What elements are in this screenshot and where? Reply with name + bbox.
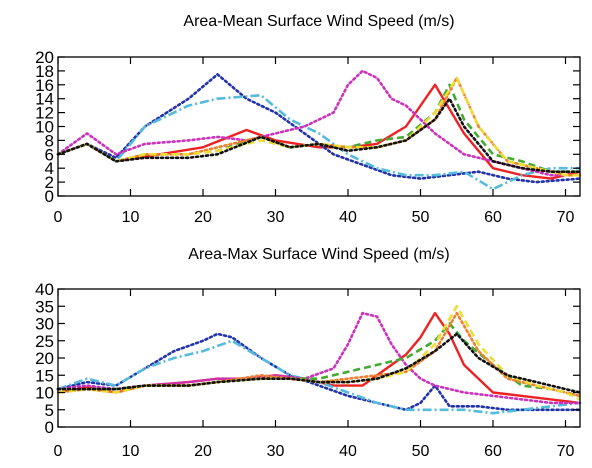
- chart-2: Area-Max Surface Wind Speed (m/s) 0 10 20 30…: [35, 246, 582, 460]
- chart-1-y-tick-label-2: 2: [45, 173, 54, 192]
- chart-2-y-tick-label-0: 0: [45, 418, 54, 437]
- chart-1-x-tick-label-20: 20: [194, 209, 212, 226]
- chart-1-title: Area-Mean Surface Wind Speed (m/s): [183, 13, 454, 30]
- chart-1-series-8-line: [56, 97, 582, 173]
- chart-2-y-tick-label-35: 35: [35, 297, 54, 316]
- chart-1-series-6-line: [56, 76, 582, 177]
- chart-1-series-2-line: [56, 73, 582, 184]
- chart-1-y-tick-label-4: 4: [45, 159, 54, 178]
- chart-1-x-tick-label-40: 40: [339, 209, 357, 226]
- chart-2-y-tick-label-30: 30: [35, 315, 54, 334]
- chart-2-series-8-line: [56, 332, 582, 394]
- chart-1-x-tick-label-0: 0: [54, 209, 63, 226]
- chart-1: Area-Mean Surface Wind Speed (m/s) 0 10 20 3…: [35, 13, 582, 226]
- chart-2-x-tick-label-50: 50: [412, 443, 430, 460]
- chart-1-y-tick-label-0: 0: [45, 187, 54, 206]
- chart-1-y-tick-label-18: 18: [35, 62, 54, 81]
- chart-1-series-7-line: [57, 76, 580, 177]
- chart-1-x-tick-label-60: 60: [484, 209, 502, 226]
- chart-1-y-tick-label-12: 12: [35, 104, 54, 123]
- chart-1-plot-frame: [57, 56, 581, 197]
- chart-2-y-tick-label-40: 40: [35, 280, 54, 299]
- chart-2-x-tick-label-20: 20: [194, 443, 212, 460]
- chart-1-series-4-line: [56, 69, 582, 177]
- chart-2-series-1-line: [57, 311, 581, 405]
- chart-2-series-6-line: [56, 311, 582, 398]
- chart-2-x-tick-label-10: 10: [122, 443, 140, 460]
- chart-2-x-tick-label-70: 70: [557, 443, 575, 460]
- chart-1-x-tick-label-30: 30: [267, 209, 285, 226]
- chart-2-y-tick-label-10: 10: [35, 384, 54, 403]
- chart-2-y-tick-label-25: 25: [35, 332, 54, 351]
- chart-2-series-5-line: [57, 322, 581, 398]
- chart-2-series-4-line: [56, 311, 582, 405]
- chart-2-y-tick-label-20: 20: [35, 349, 54, 368]
- chart-1-y-tick-label-20: 20: [35, 48, 54, 67]
- chart-2-plot-frame: [57, 288, 581, 428]
- chart-1-y-tick-label-14: 14: [35, 90, 54, 109]
- chart-2-y-tick-label-5: 5: [45, 401, 54, 420]
- chart-1-y-tick-label-8: 8: [45, 131, 54, 150]
- chart-1-y-tick-label-6: 6: [45, 145, 54, 164]
- chart-2-title: Area-Max Surface Wind Speed (m/s): [188, 246, 449, 263]
- chart-2-x-tick-label-30: 30: [267, 443, 285, 460]
- chart-1-series-3-line: [57, 93, 580, 191]
- chart-1-y-tick-label-16: 16: [35, 76, 54, 95]
- chart-2-x-tick-label-40: 40: [339, 443, 357, 460]
- chart-2-x-tick-label-0: 0: [54, 443, 63, 460]
- chart-2-y-tick-label-15: 15: [35, 366, 54, 385]
- chart-1-y-tick-label-10: 10: [35, 118, 54, 137]
- chart-1-x-tick-label-10: 10: [122, 209, 140, 226]
- chart-1-x-tick-label-70: 70: [557, 209, 575, 226]
- chart-1-x-tick-label-50: 50: [412, 209, 430, 226]
- chart-2-series-2-line: [56, 332, 582, 412]
- chart-2-x-tick-label-60: 60: [484, 443, 502, 460]
- chart-2-series-3-line: [57, 339, 581, 415]
